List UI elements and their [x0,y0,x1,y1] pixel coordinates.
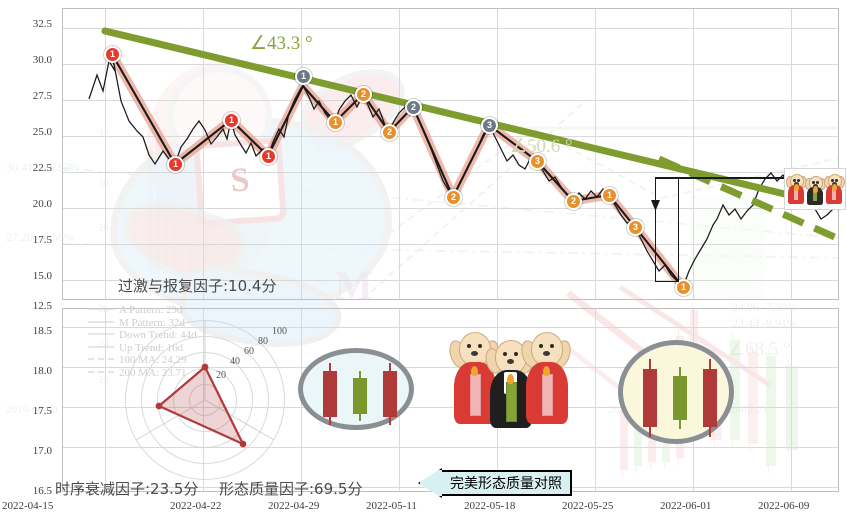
pattern-oval-right [618,340,734,444]
zigzag-marker-14[interactable]: 1 [601,187,618,204]
legend-swatch-dashed-icon [88,358,114,360]
main-ytick-32-5: 32.5 [32,18,52,30]
oval-right-candle-2 [673,367,687,429]
zigzag-marker-10[interactable]: 2 [445,189,462,206]
callout-arrow-left-icon [418,468,442,498]
oval-left-candle-2 [353,371,367,421]
lower-ytick-16-5: 16.5 [32,485,52,497]
lower-ytick-18-0: 18.0 [32,365,52,377]
xtick-2022-04-22: 2022-04-22 [170,500,222,512]
zigzag-marker-8[interactable]: 2 [381,124,398,141]
legend-swatch-line-icon [88,345,114,348]
legend-swatch-line-icon [88,320,114,323]
legend-swatch-dashed-icon [88,370,114,373]
angle-label-50-6: ∠50.6 ° [510,136,573,157]
oval-right-candle-3 [703,359,717,437]
legend-item-m-pattern: M Pattern: 32d [88,313,197,329]
xtick-2022-05-11: 2022-05-11 [366,500,417,512]
lower-ytick-17-0: 17.0 [32,445,52,457]
xtick-2022-06-09: 2022-06-09 [758,500,810,512]
oval-right-candle-1 [643,359,657,437]
main-ytick-27-5: 27.5 [32,90,52,102]
zigzag-marker-9[interactable]: 2 [405,99,422,116]
oval-left-candle-1 [323,363,337,425]
zigzag-marker-7[interactable]: 2 [355,86,372,103]
pattern-oval-left [298,348,414,430]
zigzag-marker-5[interactable]: 1 [295,68,312,85]
xtick-2022-05-25: 2022-05-25 [562,500,614,512]
legend-item-a-pattern: A Pattern: 29d [88,300,197,316]
lower-ytick-17-5: 17.5 [32,405,52,417]
radar-ring-label-20: 20 [216,370,226,381]
zigzag-marker-11[interactable]: 3 [481,117,498,134]
main-ytick-20-0: 20.0 [32,198,52,210]
radar-ring-label-100: 100 [272,326,287,337]
annotation-arrow-down-icon [651,200,660,211]
radar-ring-label-40: 40 [230,356,240,367]
annotation-box-rect [655,178,679,282]
main-ytick-25-0: 25.0 [32,126,52,138]
angle-label-43-3: ∠43.3 ° [250,33,313,54]
zigzag-marker-6[interactable]: 1 [327,114,344,131]
oval-left-candle-3 [383,363,397,425]
zigzag-marker-15[interactable]: 3 [627,219,644,236]
main-price-panel: 1 1 1 1 1 1 2 2 2 2 3 3 2 1 3 1 [62,8,839,300]
main-ytick-22-5: 22.5 [32,162,52,174]
radar-polygon [135,320,275,448]
sticker-celebration-dogs-small [784,168,846,210]
zigzag-marker-1[interactable]: 1 [104,46,121,63]
zigzag-marker-16[interactable]: 1 [675,279,692,296]
main-ytick-17-5: 17.5 [32,234,52,246]
legend-swatch-line-icon [88,333,114,335]
xtick-2022-04-15: 2022-04-15 [2,500,54,512]
zigzag-marker-4[interactable]: 1 [260,148,277,165]
radar-overlay: 20 40 60 80 100 [112,312,298,488]
sticker-celebration-dogs-large [446,328,574,432]
callout-perfect-pattern-quality[interactable]: 完美形态质量对照 [418,468,572,498]
main-ytick-12-5: 12.5 [32,300,52,312]
factor-label-pattern-quality: 形态质量因子:69.5分 [219,480,363,498]
zigzag-marker-13[interactable]: 2 [565,193,582,210]
annotation-box-top-line [655,177,795,179]
legend-swatch-line-icon [88,308,114,310]
main-ytick-15-0: 15.0 [32,270,52,282]
radar-ring-label-60: 60 [244,346,254,357]
zigzag-marker-12[interactable]: 3 [529,153,546,170]
lower-ytick-18-5: 18.5 [32,325,52,337]
zigzag-marker-3[interactable]: 1 [223,112,240,129]
main-ytick-30-0: 30.0 [32,54,52,66]
xtick-2022-05-18: 2022-05-18 [464,500,516,512]
radar-ring-label-80: 80 [258,336,268,347]
xtick-2022-04-29: 2022-04-29 [268,500,320,512]
factor-label-overreaction: 过激与报复因子:10.4分 [118,277,277,295]
callout-label: 完美形态质量对照 [450,476,562,492]
factor-label-time-decay: 时序衰减因子:23.5分 [55,480,199,498]
price-series-plot [88,27,839,292]
xtick-2022-06-01: 2022-06-01 [660,500,712,512]
zigzag-marker-2[interactable]: 1 [167,156,184,173]
